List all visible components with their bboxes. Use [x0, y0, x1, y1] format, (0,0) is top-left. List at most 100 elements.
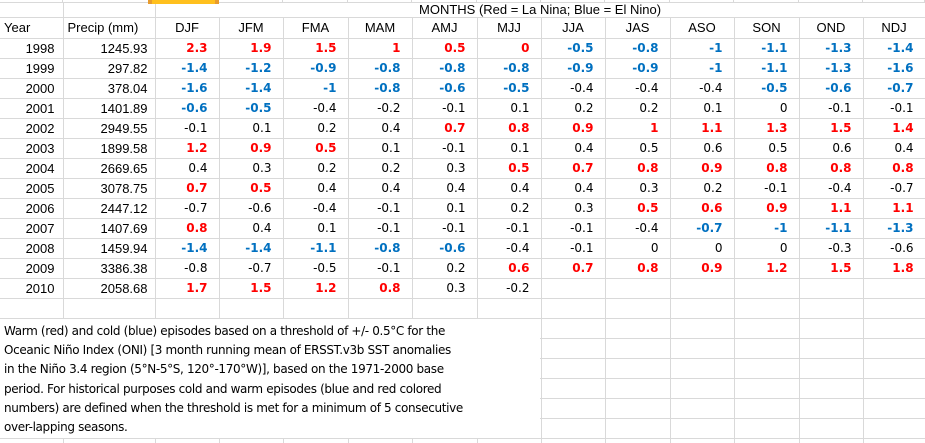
empty-cell[interactable] — [670, 418, 735, 439]
cell-oni[interactable]: 0.8 — [605, 158, 671, 179]
cell-oni[interactable]: 0.4 — [348, 178, 413, 199]
cell-oni[interactable]: -1.6 — [155, 78, 220, 99]
empty-cell[interactable] — [412, 298, 478, 319]
months-header-cell[interactable]: MONTHS (Red = La Nina; Blue = El Nino) — [155, 3, 925, 18]
cell-oni[interactable]: -1.2 — [219, 58, 284, 79]
cell-oni[interactable]: 0.8 — [155, 218, 220, 239]
cell-oni[interactable]: -1.4 — [155, 238, 220, 259]
cell-oni[interactable]: -0.9 — [605, 58, 671, 79]
cell-oni[interactable]: 0 — [477, 38, 542, 59]
empty-cell[interactable] — [283, 298, 349, 319]
empty-cell[interactable] — [541, 438, 606, 443]
cell-oni[interactable]: 0.6 — [799, 138, 864, 159]
col-header-fma[interactable]: FMA — [283, 17, 349, 39]
cell-oni[interactable]: 0.5 — [283, 138, 349, 159]
cell-oni[interactable]: -0.7 — [219, 258, 284, 279]
empty-cell[interactable] — [477, 298, 542, 319]
cell-oni[interactable]: 1.2 — [283, 278, 349, 299]
cell-oni[interactable]: -0.4 — [670, 78, 735, 99]
empty-cell[interactable] — [799, 438, 864, 443]
empty-cell[interactable] — [670, 358, 735, 379]
empty-cell[interactable] — [670, 398, 735, 419]
cell-oni[interactable]: -1.4 — [155, 58, 220, 79]
cell-oni[interactable] — [605, 278, 671, 299]
cell-oni[interactable]: 0.2 — [283, 158, 349, 179]
empty-cell[interactable] — [155, 438, 220, 443]
cell-precip[interactable]: 1401.89 — [63, 98, 156, 119]
cell-oni[interactable]: -0.5 — [734, 78, 800, 99]
cell-year[interactable]: 2000 — [0, 78, 64, 99]
cell-oni[interactable]: 1.5 — [799, 258, 864, 279]
empty-cell[interactable] — [670, 378, 735, 399]
empty-cell[interactable] — [541, 338, 606, 359]
cell-oni[interactable] — [541, 278, 606, 299]
empty-cell[interactable] — [863, 378, 925, 399]
cell-oni[interactable] — [734, 278, 800, 299]
empty-cell[interactable] — [863, 318, 925, 339]
cell-oni[interactable]: 0.1 — [477, 138, 542, 159]
cell-year[interactable]: 2002 — [0, 118, 64, 139]
cell-oni[interactable]: -0.1 — [155, 118, 220, 139]
empty-cell[interactable] — [283, 438, 349, 443]
cell-oni[interactable]: 0.7 — [541, 258, 606, 279]
col-header-ond[interactable]: OND — [799, 17, 864, 39]
cell-oni[interactable]: 0.3 — [541, 198, 606, 219]
empty-cell[interactable] — [605, 358, 671, 379]
cell-oni[interactable]: -0.6 — [412, 238, 478, 259]
cell-oni[interactable]: 0.3 — [412, 158, 478, 179]
cell-oni[interactable]: -0.9 — [283, 58, 349, 79]
cell-oni[interactable]: -0.1 — [541, 218, 606, 239]
cell-oni[interactable]: 1.7 — [155, 278, 220, 299]
cell-oni[interactable]: 0.4 — [541, 178, 606, 199]
cell-oni[interactable]: -1.1 — [734, 38, 800, 59]
cell-oni[interactable]: -1.6 — [863, 58, 925, 79]
cell-oni[interactable]: 0.5 — [734, 138, 800, 159]
cell-oni[interactable]: 0.2 — [348, 158, 413, 179]
cell-year[interactable]: 2010 — [0, 278, 64, 299]
empty-cell[interactable] — [734, 418, 800, 439]
cell-precip[interactable]: 2669.65 — [63, 158, 156, 179]
cell-oni[interactable]: 1.3 — [734, 118, 800, 139]
cell-oni[interactable]: 0.4 — [219, 218, 284, 239]
cell-oni[interactable]: 0.2 — [477, 198, 542, 219]
empty-cell[interactable] — [348, 298, 413, 319]
cell-oni[interactable]: -0.1 — [863, 98, 925, 119]
cell-oni[interactable]: 0.6 — [477, 258, 542, 279]
col-header-amj[interactable]: AMJ — [412, 17, 478, 39]
cell-year[interactable]: 2001 — [0, 98, 64, 119]
empty-cell[interactable] — [541, 298, 606, 319]
cell-oni[interactable]: 0.3 — [605, 178, 671, 199]
cell-oni[interactable]: -1.4 — [863, 38, 925, 59]
cell-oni[interactable] — [863, 278, 925, 299]
cell-oni[interactable]: -0.4 — [605, 218, 671, 239]
empty-cell[interactable] — [0, 298, 64, 319]
cell-oni[interactable]: -0.4 — [799, 178, 864, 199]
cell-oni[interactable]: 0.9 — [541, 118, 606, 139]
cell-precip[interactable]: 1459.94 — [63, 238, 156, 259]
empty-cell[interactable] — [734, 298, 800, 319]
cell-oni[interactable]: 0.4 — [348, 118, 413, 139]
empty-cell[interactable] — [734, 378, 800, 399]
empty-cell[interactable] — [605, 398, 671, 419]
cell-year[interactable]: 2004 — [0, 158, 64, 179]
empty-cell[interactable] — [412, 438, 478, 443]
empty-cell[interactable] — [863, 398, 925, 419]
cell-year[interactable]: 2009 — [0, 258, 64, 279]
empty-cell[interactable] — [670, 338, 735, 359]
col-header-ndj[interactable]: NDJ — [863, 17, 925, 39]
empty-cell[interactable] — [219, 298, 284, 319]
cell-oni[interactable]: -0.6 — [219, 198, 284, 219]
cell-oni[interactable]: -1 — [734, 218, 800, 239]
col-header-precip[interactable]: Precip (mm) — [63, 17, 156, 39]
empty-cell[interactable] — [799, 338, 864, 359]
cell-precip[interactable]: 2949.55 — [63, 118, 156, 139]
cell-oni[interactable]: 1.1 — [670, 118, 735, 139]
cell-oni[interactable]: 0.9 — [670, 158, 735, 179]
empty-cell[interactable] — [734, 358, 800, 379]
cell-oni[interactable]: -0.1 — [734, 178, 800, 199]
cell-oni[interactable]: 0.3 — [412, 278, 478, 299]
col-header-son[interactable]: SON — [734, 17, 800, 39]
cell-oni[interactable]: -1.3 — [799, 58, 864, 79]
cell-oni[interactable]: -0.8 — [348, 58, 413, 79]
empty-cell[interactable] — [863, 358, 925, 379]
